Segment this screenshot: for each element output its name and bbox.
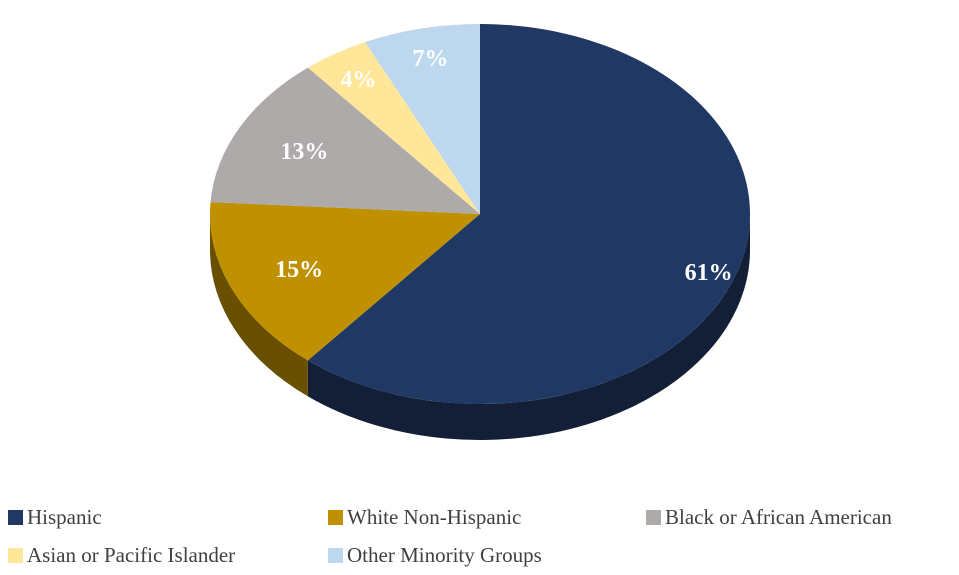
- pie-side-white-non-hispanic: [210, 214, 308, 397]
- legend-swatch-black: [646, 509, 661, 525]
- legend: Hispanic White Non-Hispanic Black or Afr…: [8, 498, 958, 574]
- legend-swatch-asian: [8, 547, 23, 563]
- legend-swatch-other: [328, 547, 343, 563]
- legend-row-1: Hispanic White Non-Hispanic Black or Afr…: [8, 498, 958, 536]
- pie-slice-other: [365, 24, 480, 214]
- legend-item-white-non-hispanic: White Non-Hispanic: [328, 505, 646, 530]
- legend-item-other: Other Minority Groups: [328, 543, 646, 568]
- legend-label-black: Black or African American: [665, 504, 892, 529]
- pie-side-hispanic: [307, 214, 750, 440]
- pie-slice-black: [210, 67, 480, 215]
- legend-item-black: Black or African American: [646, 505, 892, 530]
- legend-item-asian: Asian or Pacific Islander: [8, 543, 328, 568]
- data-label-white-non-hispanic: 15%: [275, 257, 323, 283]
- legend-swatch-white-non-hispanic: [328, 509, 343, 525]
- data-label-black: 13%: [280, 139, 328, 165]
- pie-chart: 61% 15% 13% 4% 7%: [210, 24, 750, 440]
- legend-row-2: Asian or Pacific Islander Other Minority…: [8, 536, 958, 574]
- pie-slice-asian: [307, 42, 480, 215]
- data-label-hispanic: 61%: [685, 260, 733, 286]
- data-label-asian: 4%: [341, 67, 377, 93]
- legend-label-white-non-hispanic: White Non-Hispanic: [347, 504, 522, 529]
- legend-item-hispanic: Hispanic: [8, 505, 328, 530]
- legend-label-other: Other Minority Groups: [347, 542, 542, 567]
- pie-slice-white-non-hispanic: [210, 202, 480, 361]
- legend-label-hispanic: Hispanic: [27, 504, 102, 529]
- legend-swatch-hispanic: [8, 509, 23, 525]
- data-label-other: 7%: [413, 46, 449, 72]
- pie-slice-hispanic: [307, 24, 750, 404]
- legend-label-asian: Asian or Pacific Islander: [27, 542, 236, 567]
